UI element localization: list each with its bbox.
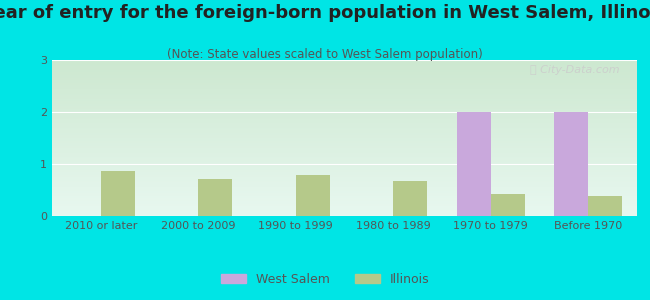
Bar: [554, 112, 588, 216]
Bar: [457, 112, 491, 216]
Bar: [588, 196, 623, 216]
Legend: West Salem, Illinois: West Salem, Illinois: [216, 268, 434, 291]
Text: Year of entry for the foreign-born population in West Salem, Illinois: Year of entry for the foreign-born popul…: [0, 4, 650, 22]
Bar: [491, 194, 525, 216]
Bar: [101, 171, 135, 216]
Bar: [198, 178, 233, 216]
Text: (Note: State values scaled to West Salem population): (Note: State values scaled to West Salem…: [167, 48, 483, 61]
Text: Ⓣ City-Data.com: Ⓣ City-Data.com: [530, 65, 619, 75]
Bar: [296, 176, 330, 216]
Bar: [393, 181, 428, 216]
